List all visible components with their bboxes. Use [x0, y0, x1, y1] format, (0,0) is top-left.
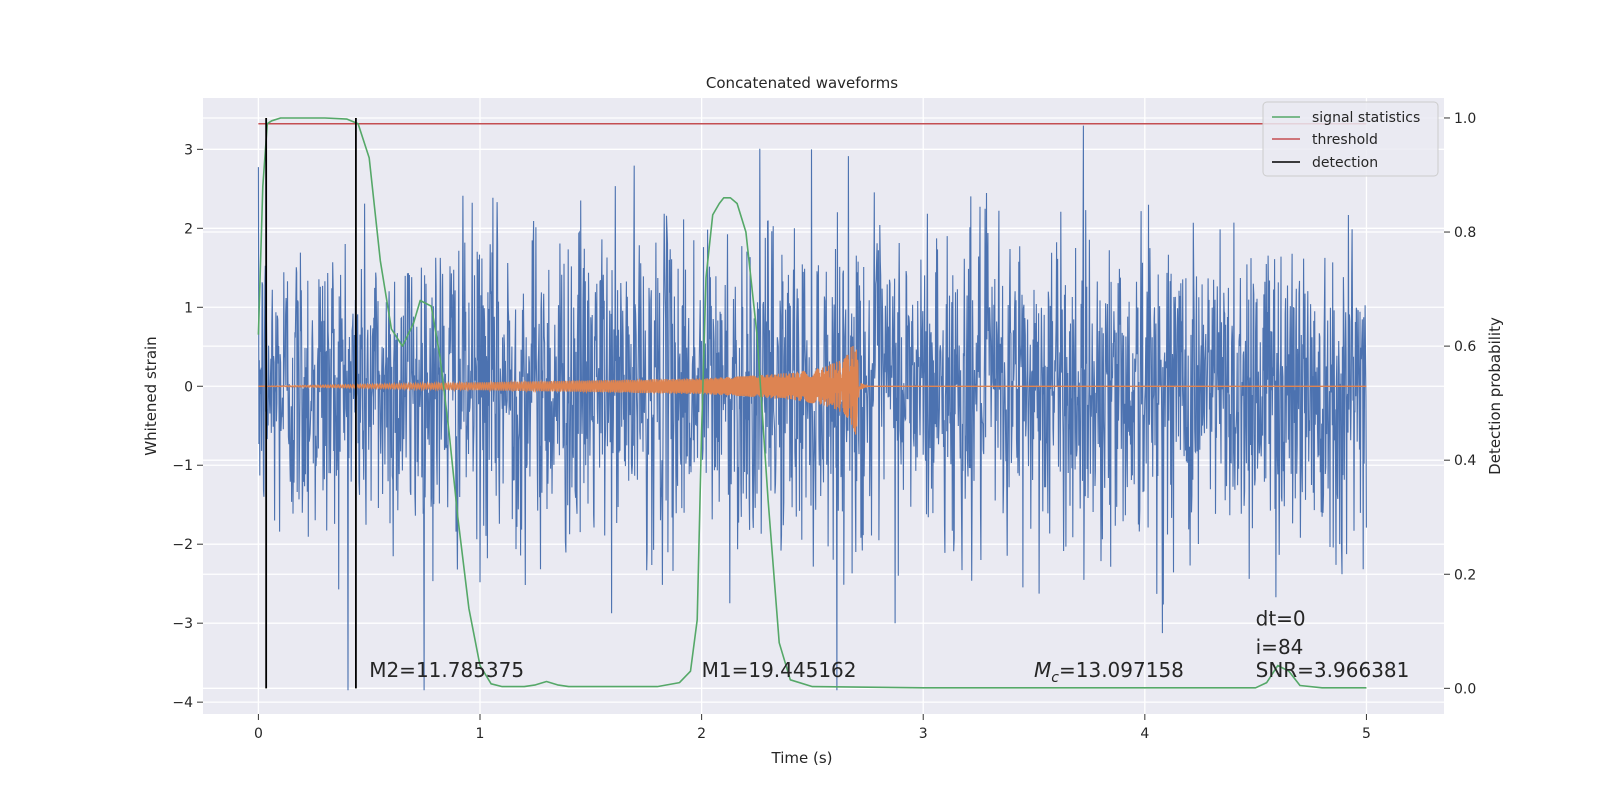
y2-tick-label: 0.0 [1454, 681, 1476, 697]
y-tick-label: 1 [184, 300, 193, 316]
annotations: M2=11.785375 M1=19.445162 Mc=13.097158 SNR=… [369, 607, 1409, 686]
x-tick-label: 0 [254, 726, 263, 742]
y-tick-label: 2 [184, 221, 193, 237]
strain-noise-line [257, 125, 1367, 691]
y2-tick-label: 0.6 [1454, 339, 1476, 355]
annotation-text: dt=0 [1256, 607, 1306, 631]
annotation-text: Mc=13.097158 [1034, 658, 1184, 686]
x-tick-label: 4 [1140, 726, 1149, 742]
x-axis: 0 1 2 3 4 5 [254, 714, 1371, 742]
y-tick-label: −3 [172, 616, 193, 632]
y-tick-label: −1 [172, 458, 193, 474]
x-axis-label: Time (s) [771, 749, 833, 767]
y2-tick-label: 1.0 [1454, 111, 1476, 127]
chart-title: Concatenated waveforms [706, 74, 898, 92]
y-tick-label: 3 [184, 142, 193, 158]
y2-axis-label: Detection probability [1486, 317, 1504, 475]
legend-label-detection: detection [1312, 155, 1378, 171]
annotation-text: M2=11.785375 [369, 658, 524, 682]
annotation-text: SNR=3.966381 [1256, 658, 1410, 682]
legend-label-signal-statistics: signal statistics [1312, 110, 1420, 126]
x-tick-label: 3 [919, 726, 928, 742]
x-tick-label: 2 [697, 726, 706, 742]
signal-statistics-line [257, 117, 1367, 689]
y-axis-label: Whitened strain [142, 336, 160, 455]
annotation-text: M1=19.445162 [702, 658, 857, 682]
legend-label-threshold: threshold [1312, 132, 1378, 148]
y-tick-label: −2 [172, 537, 193, 553]
y2-tick-label: 0.2 [1454, 567, 1476, 583]
right-y-axis: 0.0 0.2 0.4 0.6 0.8 1.0 [1444, 111, 1476, 697]
series-group [257, 117, 1367, 691]
x-tick-label: 5 [1362, 726, 1371, 742]
legend-box [1262, 101, 1439, 177]
y-tick-label: −4 [172, 695, 193, 711]
x-tick-label: 1 [476, 726, 485, 742]
legend: signal statistics threshold detection [1262, 101, 1439, 177]
y2-tick-label: 0.8 [1454, 225, 1476, 241]
left-y-axis: −4 −3 −2 −1 0 1 2 3 [172, 142, 203, 711]
y-tick-label: 0 [184, 379, 193, 395]
y2-tick-label: 0.4 [1454, 453, 1476, 469]
annotation-text: i=84 [1256, 635, 1304, 659]
